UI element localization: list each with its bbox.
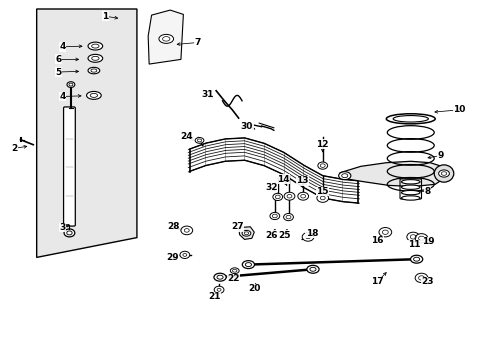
Text: 2: 2 [12, 144, 18, 153]
Ellipse shape [86, 91, 101, 99]
Ellipse shape [338, 172, 350, 180]
Ellipse shape [414, 273, 427, 283]
Text: 28: 28 [167, 222, 180, 231]
Ellipse shape [214, 273, 226, 281]
Text: 1: 1 [102, 12, 108, 21]
Text: 6: 6 [56, 55, 61, 64]
Ellipse shape [272, 193, 282, 201]
Ellipse shape [64, 229, 75, 237]
Text: 20: 20 [247, 284, 260, 293]
Text: 21: 21 [207, 292, 220, 301]
Ellipse shape [414, 234, 427, 243]
Ellipse shape [438, 170, 448, 177]
Text: 8: 8 [424, 187, 430, 196]
Ellipse shape [88, 42, 102, 50]
Text: 22: 22 [227, 274, 240, 283]
Ellipse shape [401, 185, 419, 189]
Ellipse shape [159, 35, 173, 44]
Ellipse shape [297, 192, 308, 200]
Text: 14: 14 [277, 175, 289, 184]
Text: 4: 4 [59, 92, 66, 101]
Ellipse shape [401, 190, 419, 195]
Ellipse shape [67, 82, 75, 87]
Ellipse shape [401, 196, 419, 200]
Ellipse shape [230, 268, 239, 274]
Polygon shape [37, 9, 137, 257]
Ellipse shape [88, 67, 100, 74]
Text: 23: 23 [421, 277, 433, 286]
Ellipse shape [242, 230, 250, 236]
Ellipse shape [284, 192, 294, 200]
Text: 7: 7 [194, 38, 201, 47]
Text: 24: 24 [180, 132, 193, 141]
Text: 19: 19 [421, 238, 433, 247]
Ellipse shape [269, 212, 279, 220]
Ellipse shape [180, 251, 189, 258]
Ellipse shape [409, 255, 422, 263]
Text: 16: 16 [370, 236, 383, 245]
Text: 10: 10 [452, 105, 465, 114]
Ellipse shape [283, 213, 293, 221]
Ellipse shape [433, 165, 453, 182]
Text: 26: 26 [265, 231, 278, 240]
Ellipse shape [302, 233, 313, 241]
Text: 18: 18 [305, 229, 318, 238]
Ellipse shape [181, 226, 192, 235]
Ellipse shape [378, 228, 391, 237]
Ellipse shape [316, 194, 328, 202]
Text: 4: 4 [59, 42, 66, 51]
Polygon shape [238, 227, 254, 239]
Ellipse shape [195, 138, 203, 143]
FancyBboxPatch shape [63, 107, 75, 226]
Text: 29: 29 [165, 253, 178, 261]
Text: 27: 27 [230, 222, 243, 231]
Ellipse shape [242, 261, 254, 269]
Ellipse shape [406, 232, 419, 242]
Text: 3: 3 [60, 223, 65, 232]
Text: 12: 12 [316, 140, 328, 149]
Ellipse shape [401, 180, 419, 184]
Polygon shape [339, 161, 445, 186]
Text: 13: 13 [295, 176, 308, 185]
Ellipse shape [88, 54, 102, 62]
Text: 17: 17 [370, 277, 383, 286]
Text: 15: 15 [316, 187, 328, 196]
Text: 31: 31 [201, 90, 214, 99]
Text: 11: 11 [407, 240, 420, 249]
Text: 32: 32 [264, 183, 277, 192]
Polygon shape [148, 10, 183, 64]
Ellipse shape [306, 265, 319, 273]
Text: 30: 30 [240, 122, 253, 131]
Ellipse shape [317, 162, 327, 169]
Ellipse shape [214, 286, 224, 293]
Text: 25: 25 [278, 231, 290, 240]
Text: 5: 5 [56, 68, 61, 77]
Text: 9: 9 [437, 151, 444, 160]
